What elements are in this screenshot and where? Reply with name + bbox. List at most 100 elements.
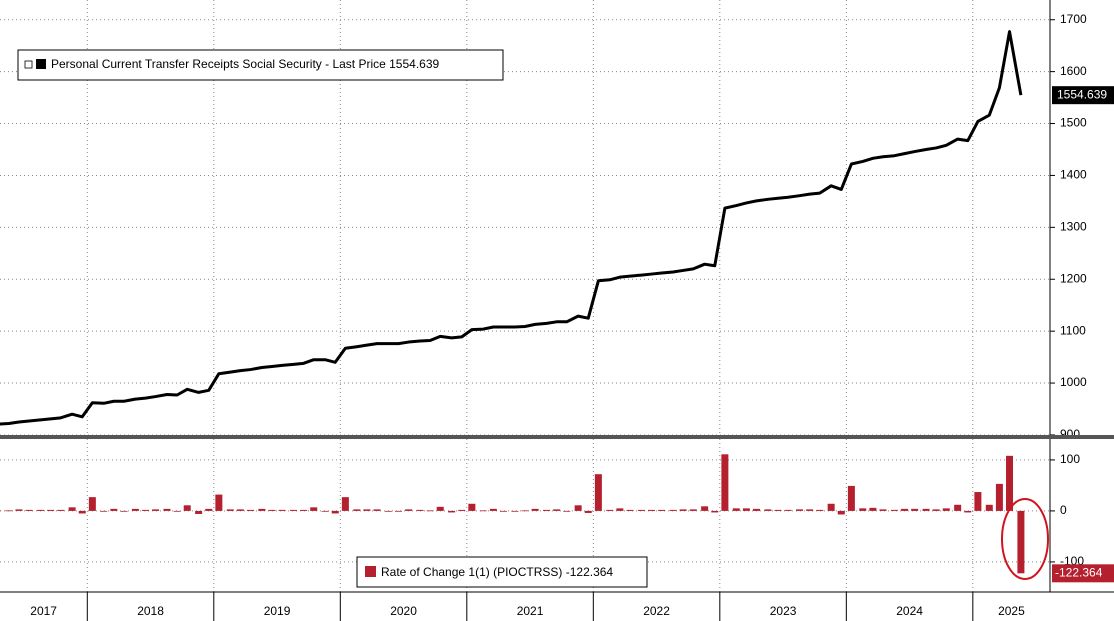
bar (468, 503, 476, 511)
bar (131, 508, 139, 511)
x-tick-label: 2017 (30, 604, 57, 618)
bar (594, 474, 602, 511)
line-series (0, 30, 1023, 426)
top-plot (0, 30, 1023, 426)
bar (405, 509, 413, 511)
last-value-tag (1052, 86, 1114, 105)
bar (869, 507, 877, 511)
bar (373, 509, 381, 511)
y-tick-label: 1400 (1060, 168, 1087, 182)
bar (5, 510, 13, 512)
bar (658, 509, 666, 511)
bar (584, 510, 592, 513)
bar (827, 503, 835, 511)
bar (226, 509, 234, 511)
bar (100, 510, 108, 512)
bar (321, 510, 329, 512)
bar (964, 510, 972, 513)
y-tick-label: 1600 (1060, 64, 1087, 78)
bar (774, 509, 782, 511)
bar (110, 508, 118, 511)
bar (616, 508, 624, 511)
bar (531, 508, 539, 511)
legend-swatch (36, 59, 46, 69)
last-value-tag (1052, 564, 1114, 583)
x-tick-label: 2022 (643, 604, 670, 618)
bar (36, 509, 44, 511)
bar (732, 508, 740, 511)
bar (236, 509, 244, 511)
bar (901, 508, 909, 511)
bar (88, 497, 96, 511)
legend-box (356, 556, 648, 588)
bar (995, 483, 1003, 511)
bar (637, 509, 645, 511)
bar (606, 509, 614, 511)
legend-box (17, 49, 504, 81)
bar (942, 508, 950, 511)
bar (0, 510, 1, 512)
bar (363, 509, 371, 511)
y-tick-label: 900 (1060, 427, 1080, 441)
bar (796, 509, 804, 511)
legend-text: Personal Current Transfer Receipts Socia… (51, 57, 440, 71)
y-tick-label: 100 (1060, 452, 1080, 466)
bar (331, 510, 339, 514)
bar (806, 509, 814, 511)
bar (458, 509, 466, 511)
bar (341, 497, 349, 511)
bar (436, 506, 444, 511)
bar (499, 510, 507, 512)
bar (784, 509, 792, 511)
bar (711, 510, 719, 513)
bar (120, 510, 128, 512)
bar (479, 510, 487, 512)
bar (563, 510, 571, 512)
bar (669, 509, 677, 511)
bar (879, 509, 887, 511)
bar (268, 509, 276, 511)
last-value-label: -122.364 (1055, 565, 1103, 579)
bar (384, 510, 392, 512)
bar (721, 454, 729, 511)
bar (78, 510, 86, 514)
x-tick-label: 2025 (998, 604, 1025, 618)
tag-layer: 1554.639 -122.364 (1052, 86, 1114, 583)
bar (626, 509, 634, 511)
bar (173, 510, 181, 512)
bar (648, 509, 656, 511)
x-tick-label: 2024 (896, 604, 923, 618)
bar (258, 508, 266, 511)
last-value-label: 1554.639 (1057, 87, 1107, 101)
bar (974, 492, 982, 511)
bar (753, 508, 761, 511)
legend-swatch (365, 566, 376, 577)
y-tick-label: 1100 (1060, 323, 1086, 337)
y-tick-label: 1500 (1060, 116, 1087, 130)
y-tick-label: 1200 (1060, 271, 1087, 285)
bar (278, 509, 286, 511)
bar (300, 509, 308, 511)
bar (679, 509, 687, 511)
legend-toggle (24, 60, 33, 69)
bar (289, 509, 297, 511)
y-tick-label: 1300 (1060, 220, 1087, 234)
bar (163, 508, 171, 511)
x-tick-label: 2018 (137, 604, 164, 618)
bar (954, 504, 962, 511)
bar (543, 509, 551, 511)
y-tick-label: 1700 (1060, 12, 1087, 26)
bar (859, 508, 867, 511)
bar (489, 508, 497, 511)
y-tick-label: 0 (1060, 503, 1067, 517)
bar (416, 509, 424, 511)
x-tick-label: 2019 (264, 604, 291, 618)
bar (985, 504, 993, 511)
legend-bottom: Rate of Change 1(1) (PIOCTRSS) -122.364 (356, 556, 648, 588)
bar (205, 508, 213, 511)
bar (511, 510, 519, 512)
bar (911, 508, 919, 511)
bar (353, 509, 361, 511)
